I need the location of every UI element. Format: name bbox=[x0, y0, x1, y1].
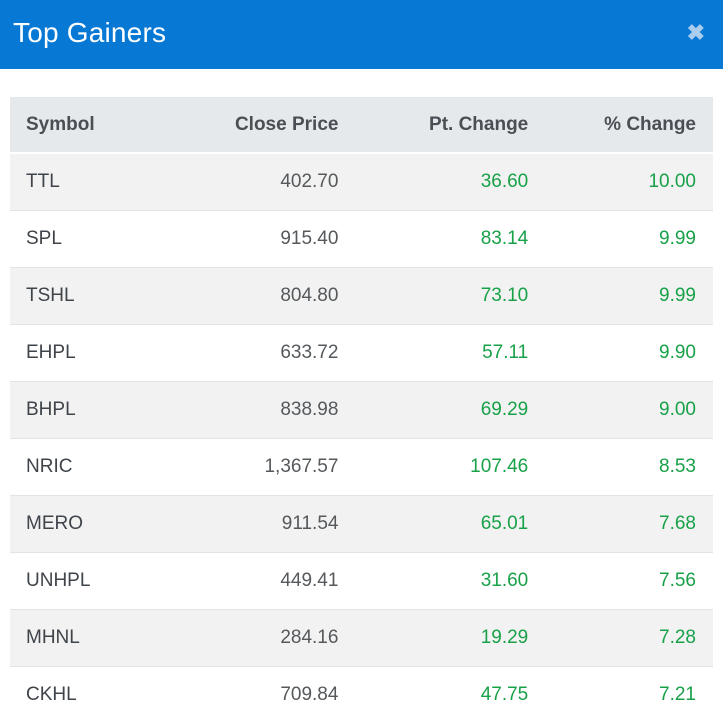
close-icon[interactable]: ✖ bbox=[683, 18, 709, 48]
top-gainers-table: Symbol Close Price Pt. Change % Change T… bbox=[10, 97, 713, 723]
modal-title: Top Gainers bbox=[13, 16, 167, 48]
cell-pct-change: 10.00 bbox=[544, 153, 713, 211]
cell-symbol: EHPL bbox=[10, 324, 172, 382]
cell-symbol: MHNL bbox=[10, 609, 172, 667]
table-header-row: Symbol Close Price Pt. Change % Change bbox=[10, 97, 713, 154]
cell-pt-change: 65.01 bbox=[354, 495, 545, 553]
table-row: TSHL 804.80 73.10 9.99 bbox=[10, 267, 713, 325]
cell-close-price: 1,367.57 bbox=[171, 438, 355, 496]
cell-pct-change: 7.56 bbox=[544, 552, 713, 610]
table-row: CKHL 709.84 47.75 7.21 bbox=[10, 666, 713, 723]
cell-symbol: MERO bbox=[10, 495, 172, 553]
cell-close-price: 709.84 bbox=[171, 666, 355, 723]
cell-symbol: SPL bbox=[10, 210, 172, 268]
cell-symbol: BHPL bbox=[10, 381, 172, 439]
cell-symbol: TSHL bbox=[10, 267, 172, 325]
cell-pt-change: 73.10 bbox=[354, 267, 545, 325]
table-body: TTL 402.70 36.60 10.00 SPL 915.40 83.14 9.99 TSH… bbox=[10, 153, 713, 723]
cell-pct-change: 7.28 bbox=[544, 609, 713, 667]
cell-close-price: 633.72 bbox=[171, 324, 355, 382]
table-row: TTL 402.70 36.60 10.00 bbox=[10, 153, 713, 211]
table-row: EHPL 633.72 57.11 9.90 bbox=[10, 324, 713, 382]
cell-symbol: UNHPL bbox=[10, 552, 172, 610]
table-row: NRIC 1,367.57 107.46 8.53 bbox=[10, 438, 713, 496]
cell-symbol: CKHL bbox=[10, 666, 172, 723]
cell-pt-change: 57.11 bbox=[354, 324, 545, 382]
column-header-pt-change: Pt. Change bbox=[354, 97, 545, 154]
cell-pct-change: 8.53 bbox=[544, 438, 713, 496]
cell-pct-change: 9.90 bbox=[544, 324, 713, 382]
cell-close-price: 449.41 bbox=[171, 552, 355, 610]
table-row: SPL 915.40 83.14 9.99 bbox=[10, 210, 713, 268]
column-header-close-price: Close Price bbox=[171, 97, 355, 154]
cell-pt-change: 47.75 bbox=[354, 666, 545, 723]
cell-close-price: 402.70 bbox=[171, 153, 355, 211]
table-row: UNHPL 449.41 31.60 7.56 bbox=[10, 552, 713, 610]
cell-pct-change: 7.68 bbox=[544, 495, 713, 553]
cell-close-price: 911.54 bbox=[171, 495, 355, 553]
cell-close-price: 804.80 bbox=[171, 267, 355, 325]
cell-pt-change: 83.14 bbox=[354, 210, 545, 268]
column-header-symbol: Symbol bbox=[10, 97, 172, 154]
cell-pct-change: 9.99 bbox=[544, 210, 713, 268]
cell-close-price: 838.98 bbox=[171, 381, 355, 439]
table-row: MHNL 284.16 19.29 7.28 bbox=[10, 609, 713, 667]
top-gainers-table-container: Symbol Close Price Pt. Change % Change T… bbox=[10, 97, 713, 723]
cell-symbol: TTL bbox=[10, 153, 172, 211]
cell-pt-change: 36.60 bbox=[354, 153, 545, 211]
table-row: BHPL 838.98 69.29 9.00 bbox=[10, 381, 713, 439]
table-row: MERO 911.54 65.01 7.68 bbox=[10, 495, 713, 553]
cell-close-price: 284.16 bbox=[171, 609, 355, 667]
cell-symbol: NRIC bbox=[10, 438, 172, 496]
cell-pt-change: 107.46 bbox=[354, 438, 545, 496]
cell-pct-change: 9.99 bbox=[544, 267, 713, 325]
cell-pt-change: 69.29 bbox=[354, 381, 545, 439]
modal-titlebar: Top Gainers ✖ bbox=[0, 0, 723, 69]
cell-pct-change: 7.21 bbox=[544, 666, 713, 723]
cell-close-price: 915.40 bbox=[171, 210, 355, 268]
cell-pct-change: 9.00 bbox=[544, 381, 713, 439]
cell-pt-change: 31.60 bbox=[354, 552, 545, 610]
column-header-pct-change: % Change bbox=[544, 97, 713, 154]
cell-pt-change: 19.29 bbox=[354, 609, 545, 667]
